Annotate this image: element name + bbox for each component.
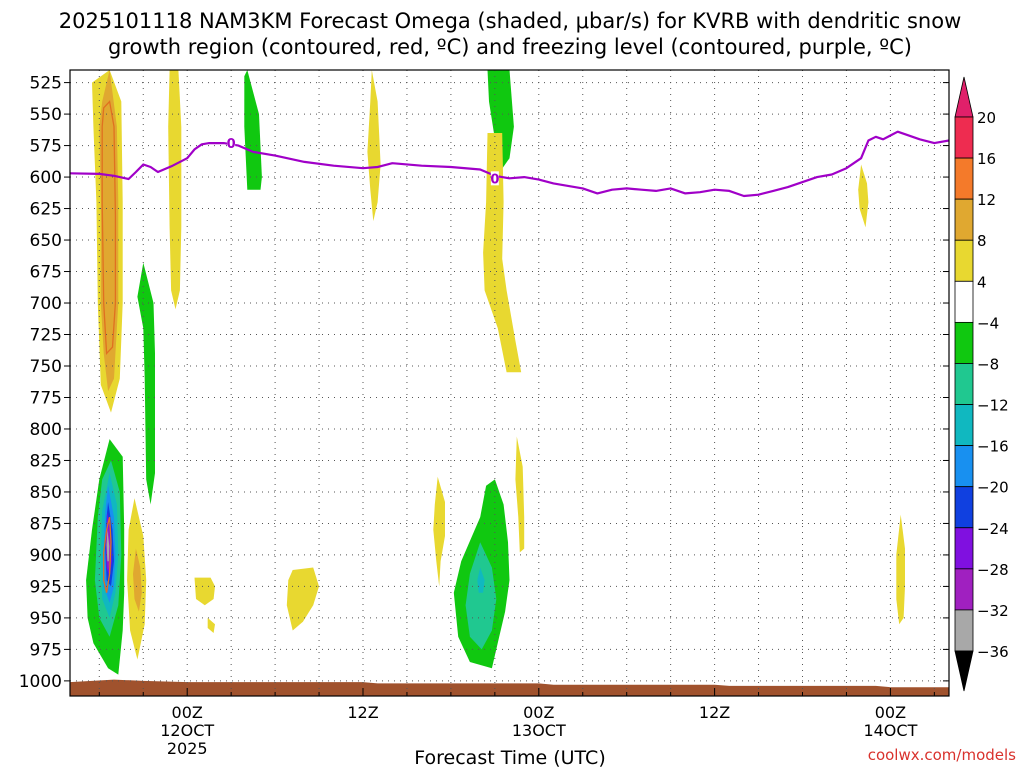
y-tick-label-15: 900 [30,546,62,566]
y-tick-label-13: 850 [30,483,62,503]
omega-region-27 [477,567,485,593]
y-tick-label-6: 675 [30,263,62,283]
colorbar-label-1: 16 [977,150,996,168]
colorbar-swatch-6 [954,363,974,405]
omega-region-22 [433,476,445,587]
credit-text: coolwx.com/models [868,746,1016,764]
colorbar-swatch-11 [954,568,974,611]
colorbar-swatch-2 [954,198,974,241]
omega-region-3 [244,70,262,190]
omega-region-21 [286,567,319,631]
y-tick-label-5: 650 [30,231,62,251]
freezing-label-bg-0 [227,136,236,151]
y-tick-label-10: 775 [30,388,62,408]
colorbar-top-arrow [954,76,974,118]
gridlines [70,70,949,696]
colorbar-swatch-0 [954,116,974,159]
y-tick-label-8: 725 [30,326,62,346]
colorbar-label-3: 8 [977,232,987,250]
freezing-level-label-0: 0 [227,137,236,152]
y-tick-label-14: 875 [30,514,62,534]
y-tick-label-7: 700 [30,294,62,314]
omega-region-2 [168,70,182,310]
contour-layer: 00 [70,100,949,593]
freezing-level-line [70,130,949,198]
y-tick-label-11: 800 [30,420,62,440]
omega-region-7 [858,164,869,228]
x-tick-label-1: 12Z [347,703,378,722]
omega-region-4 [367,70,381,222]
omega-shading-layer [70,70,949,696]
terrain-fill [70,679,949,696]
y-tick-label-2: 575 [30,137,62,157]
colorbar-swatch-9 [954,486,974,529]
omega-region-26 [465,542,497,650]
freezing-label-bg-1 [490,171,499,186]
colorbar-swatch-4 [954,280,974,323]
colorbar-swatch-8 [954,445,974,488]
omega-region-24 [896,514,905,625]
colorbar-label-12: −32 [977,602,1009,620]
x-tick-year-0: 2025 [167,739,208,758]
chart-title-line1: 2025101118 NAM3KM Forecast Omega (shaded… [59,9,962,33]
y-tick-label-12: 825 [30,451,62,471]
colorbar-bottom-arrow [954,650,974,692]
y-tick-label-9: 750 [30,357,62,377]
y-tick-label-16: 925 [30,577,62,597]
colorbar-label-11: −28 [977,561,1009,579]
omega-region-8 [137,262,155,505]
colorbar-label-6: −8 [977,355,999,373]
chart-title-line2: growth region (contoured, red, ºC) and f… [108,35,912,59]
x-tick-date-0: 12OCT [160,721,214,740]
colorbar-swatch-5 [954,321,974,364]
omega-region-20 [207,617,215,633]
x-tick-label-3: 12Z [699,703,730,722]
y-tick-label-3: 600 [30,168,62,188]
colorbar-label-5: −4 [977,314,999,332]
freezing-level-label-1: 0 [490,172,499,187]
x-axis-label: Forecast Time (UTC) [414,747,605,768]
omega-region-18 [106,529,110,562]
colorbar-swatch-3 [954,239,974,282]
dgz-contour-0 [101,100,117,355]
colorbar-swatch-7 [954,404,974,447]
dgz-contour-1 [103,516,112,593]
colorbar-label-0: 20 [977,109,996,127]
plot-frame [69,69,950,697]
omega-region-10 [133,548,142,612]
colorbar-swatch-10 [954,527,974,570]
omega-region-5 [487,70,514,171]
omega-region-19 [194,577,215,606]
colorbar-swatch-1 [954,157,974,200]
y-tick-label-1: 550 [30,105,62,125]
colorbar-label-7: −12 [977,397,1009,415]
colorbar-label-10: −24 [977,520,1009,538]
omega-region-6 [483,133,522,373]
colorbar-label-2: 12 [977,191,996,209]
pressure-axis: 525 550 575 600 625 650 675 700 725 750 775 800 825 8… [19,74,949,692]
colorbar-label-9: −20 [977,479,1009,497]
x-tick-label-0: 00Z [172,703,203,722]
y-tick-label-18: 975 [30,640,62,660]
colorbar-label-4: 4 [977,273,987,291]
y-tick-label-0: 525 [30,74,62,94]
y-tick-label-19: 1000 [19,672,62,692]
y-tick-label-17: 950 [30,609,62,629]
x-tick-date-2: 13OCT [512,721,566,740]
x-tick-date-4: 14OCT [863,721,917,740]
omega-region-23 [515,436,525,553]
colorbar-label-8: −16 [977,438,1009,456]
x-tick-label-2: 00Z [523,703,554,722]
x-tick-label-4: 00Z [875,703,906,722]
y-tick-label-4: 625 [30,200,62,220]
omega-colorbar: 20 16 12 8 4 −4 −8 −12 −16 −20 −24 −28 −32 −36 [954,76,1009,692]
colorbar-label-13: −36 [977,643,1009,661]
colorbar-swatch-12 [954,609,974,652]
